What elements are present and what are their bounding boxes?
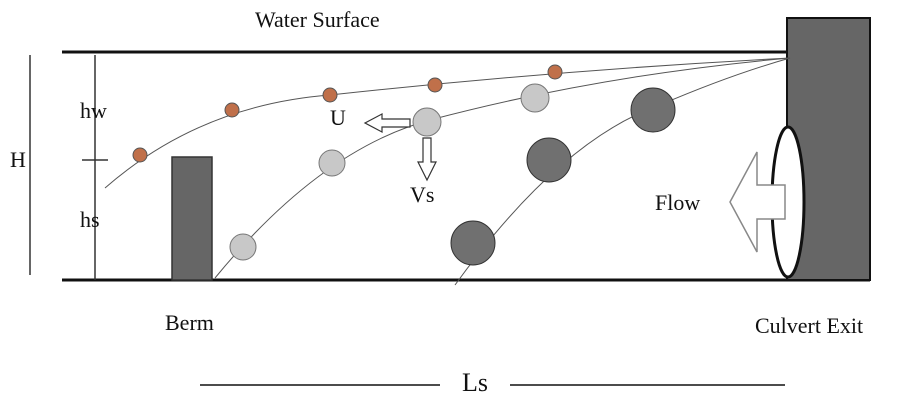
label: Ls — [462, 368, 488, 397]
particle — [450, 220, 496, 266]
Vs-arrow — [417, 137, 437, 182]
label: Vs — [410, 182, 434, 207]
label: H — [10, 147, 26, 172]
berm — [171, 156, 213, 281]
particle — [520, 83, 550, 113]
label: hw — [80, 98, 107, 123]
particle — [229, 233, 257, 261]
particle — [318, 149, 346, 177]
particle — [132, 147, 148, 163]
label: hs — [80, 207, 100, 232]
trajectory — [104, 57, 791, 189]
label: Berm — [165, 310, 214, 335]
particle — [427, 77, 443, 93]
label: Flow — [655, 190, 700, 215]
particle — [322, 87, 338, 103]
particle — [547, 64, 563, 80]
label: Water Surface — [255, 7, 380, 32]
particle — [412, 107, 442, 137]
U-arrow — [363, 113, 411, 133]
label: U — [330, 105, 346, 130]
trajectory — [454, 57, 791, 286]
particle — [224, 102, 240, 118]
label: Culvert Exit — [755, 313, 863, 338]
trajectory — [214, 57, 791, 279]
flow-arrow — [729, 151, 786, 253]
particle — [526, 137, 572, 183]
particle — [630, 87, 676, 133]
